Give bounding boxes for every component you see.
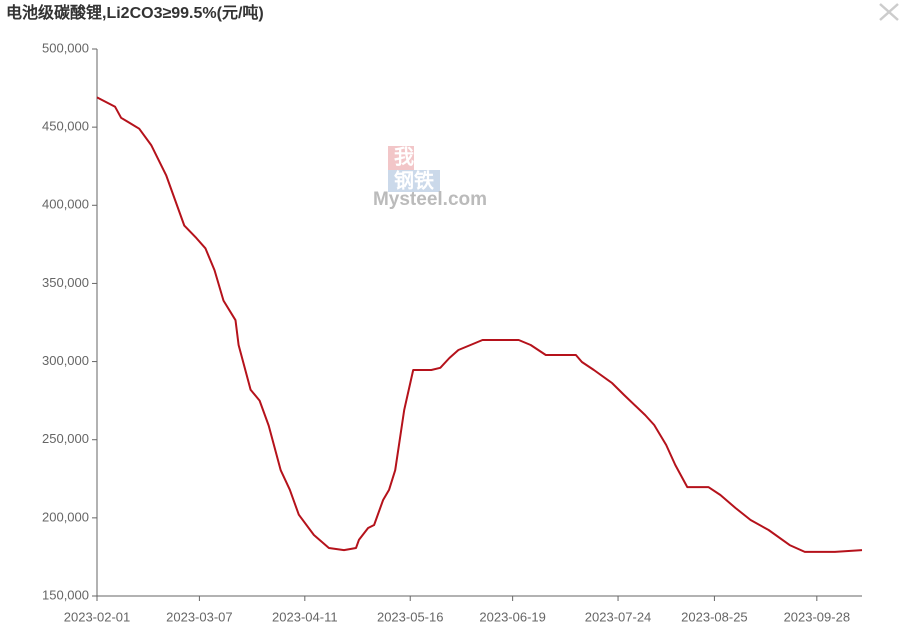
x-tick-label: 2023-03-07 — [166, 609, 233, 624]
y-tick-label: 150,000 — [42, 587, 89, 602]
watermark: 钢铁 — [394, 168, 434, 192]
line-series — [96, 96, 863, 553]
y-tick-label: 400,000 — [42, 197, 89, 212]
x-tick-label: 2023-09-28 — [784, 609, 851, 624]
close-icon[interactable] — [879, 3, 899, 21]
y-tick-label: 350,000 — [42, 275, 89, 290]
y-tick-label: 300,000 — [42, 353, 89, 368]
chart-title: 电池级碳酸锂,Li2CO3≥99.5%(元/吨) — [6, 3, 264, 22]
x-tick-label: 2023-05-16 — [377, 609, 444, 624]
x-tick-label: 2023-04-11 — [272, 609, 338, 624]
watermark: 我的 — [394, 144, 434, 168]
y-tick-label: 200,000 — [42, 509, 89, 524]
y-tick-label: 500,000 — [42, 40, 89, 55]
x-tick-label: 2023-07-24 — [585, 609, 652, 624]
watermark-box — [388, 170, 440, 192]
y-tick-label: 250,000 — [42, 431, 89, 446]
watermark-box — [388, 146, 414, 170]
watermark: Mysteel.com — [373, 189, 487, 210]
y-tick-label: 450,000 — [42, 119, 89, 134]
x-tick-label: 2023-02-01 — [64, 609, 131, 624]
x-tick-label: 2023-08-25 — [681, 609, 748, 624]
x-tick-label: 2023-06-19 — [479, 609, 546, 624]
